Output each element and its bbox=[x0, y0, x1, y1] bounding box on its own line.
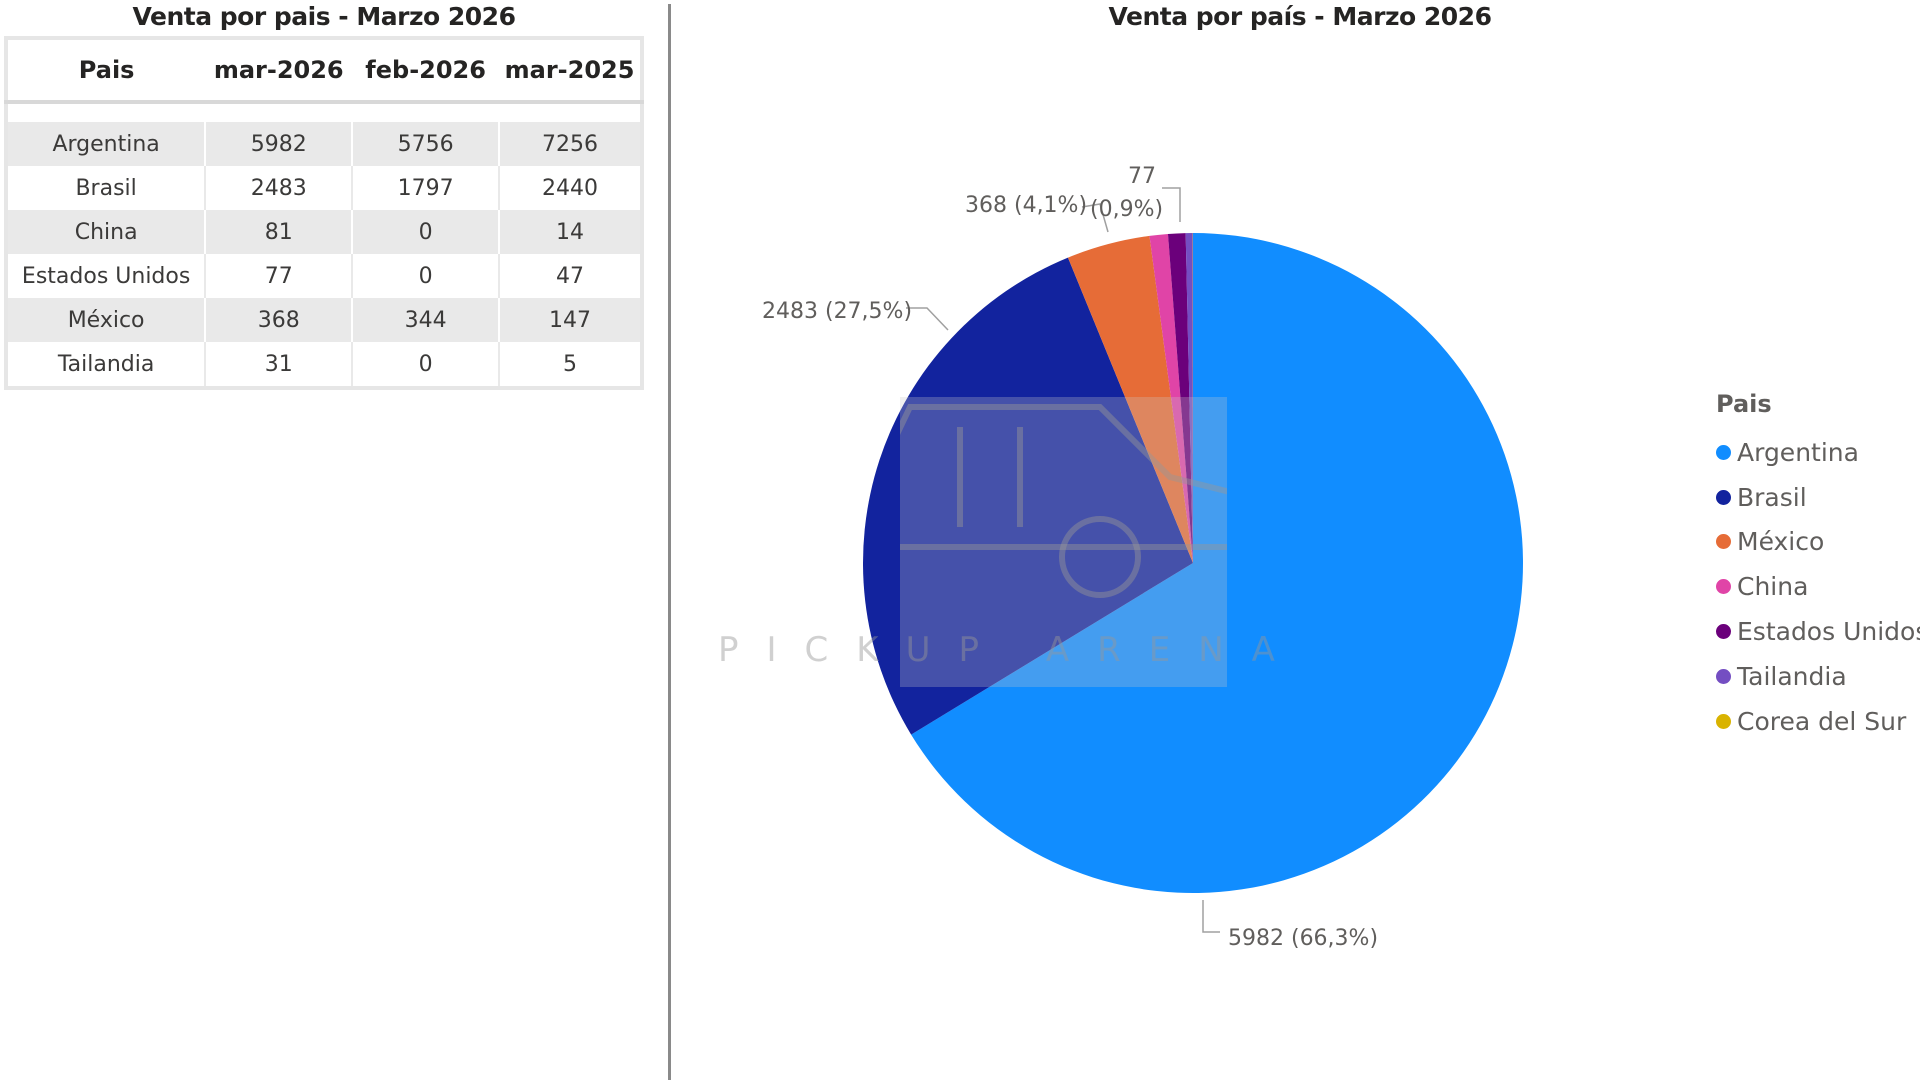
leader-line-brasil bbox=[906, 307, 949, 331]
table-title: Venta por pais - Marzo 2026 bbox=[132, 2, 516, 31]
pie-slice-estados-unidos[interactable] bbox=[1167, 233, 1193, 564]
legend-item[interactable]: Estados Unidos bbox=[1716, 609, 1920, 654]
table-cell: Brasil bbox=[6, 166, 207, 210]
legend-label: Argentina bbox=[1737, 437, 1859, 467]
table-row: Brasil 2483 1797 2440 bbox=[6, 166, 643, 210]
pie-slice-tailandia[interactable] bbox=[1185, 233, 1193, 564]
pie-slice-mexico[interactable] bbox=[1067, 235, 1193, 563]
table-cell: Estados Unidos bbox=[6, 254, 207, 298]
table-row: China 81 0 14 bbox=[6, 210, 643, 254]
table-cell: 5 bbox=[499, 342, 643, 388]
legend-item[interactable]: China bbox=[1716, 564, 1920, 609]
table-cell: 77 bbox=[205, 254, 354, 298]
legend-dot bbox=[1716, 668, 1731, 684]
table-cell: China bbox=[6, 210, 207, 254]
data-label-mexico: 368 (4,1%) bbox=[965, 193, 1087, 218]
legend-title: Pais bbox=[1716, 390, 1772, 418]
table-cell: 5982 bbox=[205, 122, 354, 166]
column-header[interactable]: Pais bbox=[6, 38, 206, 104]
legend-item[interactable]: Argentina bbox=[1716, 430, 1920, 475]
data-label-eeuu-value: 77 bbox=[1128, 164, 1156, 189]
legend-label: Estados Unidos bbox=[1737, 617, 1920, 647]
pie-slice-china[interactable] bbox=[1149, 233, 1193, 563]
data-label-eeuu-percent: (0,9%) bbox=[1090, 197, 1163, 222]
legend-label: Brasil bbox=[1737, 482, 1807, 512]
pie-slice-argentina[interactable] bbox=[911, 233, 1523, 894]
data-label-brasil: 2483 (27,5%) bbox=[762, 299, 912, 324]
table-cell: 344 bbox=[352, 298, 501, 342]
watermark-text: PICKUP ARENA bbox=[718, 630, 1303, 670]
legend-item[interactable]: Tailandia bbox=[1716, 654, 1920, 699]
legend-label: Corea del Sur bbox=[1737, 706, 1907, 736]
pie-slice-brasil[interactable] bbox=[863, 257, 1193, 735]
table-cell: 5756 bbox=[352, 122, 501, 166]
pie-slices bbox=[863, 233, 1523, 894]
table-cell: 14 bbox=[499, 210, 643, 254]
table-cell: Tailandia bbox=[6, 342, 207, 388]
table-cell: 368 bbox=[205, 298, 354, 342]
table-cell: 0 bbox=[352, 210, 501, 254]
table-cell: 31 bbox=[205, 342, 354, 388]
legend-dot bbox=[1716, 624, 1731, 640]
table-row: Estados Unidos 77 0 47 bbox=[6, 254, 643, 298]
panel-divider bbox=[668, 4, 671, 1080]
leader-line-argentina bbox=[1202, 900, 1220, 933]
legend-dot bbox=[1716, 489, 1731, 505]
legend-dot bbox=[1716, 534, 1731, 550]
table-header-row: Pais mar-2026 feb-2026 mar-2025 bbox=[6, 38, 642, 104]
table-row: México 368 344 147 bbox=[6, 298, 643, 342]
chart-legend: Pais Argentina Brasil México China Estad… bbox=[1716, 390, 1920, 744]
legend-dot bbox=[1716, 579, 1731, 595]
table-cell: México bbox=[6, 298, 207, 342]
table-cell: Argentina bbox=[6, 122, 207, 166]
data-label-argentina: 5982 (66,3%) bbox=[1228, 926, 1378, 951]
legend-label: Tailandia bbox=[1737, 661, 1847, 691]
legend-label: China bbox=[1737, 572, 1809, 602]
table-cell: 7256 bbox=[499, 122, 643, 166]
table-cell: 1797 bbox=[352, 166, 501, 210]
column-header[interactable]: mar-2025 bbox=[499, 38, 642, 104]
legend-item[interactable]: Corea del Sur bbox=[1716, 699, 1920, 744]
table-row: Tailandia 31 0 5 bbox=[6, 342, 643, 388]
sales-table-panel: Venta por pais - Marzo 2026 Pais mar-202… bbox=[4, 0, 644, 390]
table-cell: 47 bbox=[499, 254, 643, 298]
chart-title: Venta por país - Marzo 2026 bbox=[1108, 2, 1492, 31]
legend-item[interactable]: México bbox=[1716, 520, 1920, 565]
leader-line-eeuu bbox=[1162, 187, 1181, 222]
sales-table: Pais mar-2026 feb-2026 mar-2025 Argentin… bbox=[4, 36, 644, 390]
table-cell: 2440 bbox=[499, 166, 643, 210]
leader-line-mexico bbox=[1081, 203, 1109, 233]
legend-label: México bbox=[1737, 527, 1825, 557]
legend-dot bbox=[1716, 713, 1731, 729]
table-cell: 2483 bbox=[205, 166, 354, 210]
legend-dot bbox=[1716, 444, 1731, 460]
table-row: Argentina 5982 5756 7256 bbox=[6, 122, 643, 166]
table-cell: 81 bbox=[205, 210, 354, 254]
data-label-leaders bbox=[906, 187, 1220, 933]
table-cell: 0 bbox=[352, 254, 501, 298]
table-cell: 0 bbox=[352, 342, 501, 388]
legend-item[interactable]: Brasil bbox=[1716, 475, 1920, 520]
column-header[interactable]: feb-2026 bbox=[352, 38, 500, 104]
table-cell: 147 bbox=[499, 298, 643, 342]
column-header[interactable]: mar-2026 bbox=[205, 38, 353, 104]
